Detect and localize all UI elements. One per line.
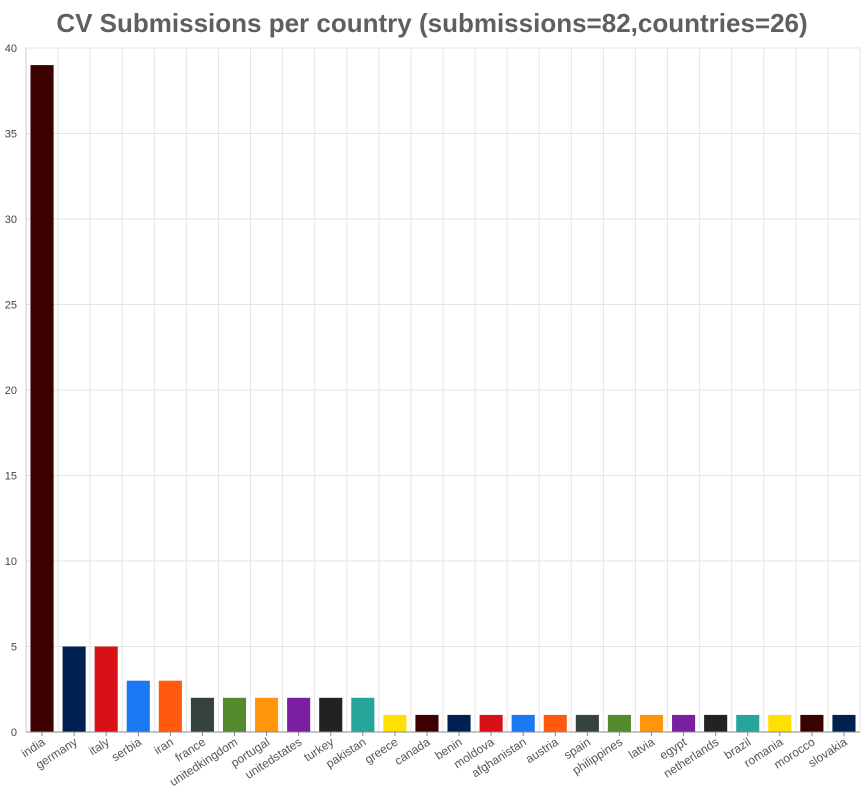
bar-egypt[interactable] (672, 714, 696, 732)
bar-pakistan[interactable] (351, 697, 375, 732)
grid-lines (25, 47, 861, 733)
y-tick-label: 25 (5, 300, 17, 312)
bar-afghanistan[interactable] (511, 714, 535, 732)
bar-turkey[interactable] (319, 697, 343, 732)
bar-philippines[interactable] (607, 714, 631, 732)
y-tick-label: 30 (5, 214, 17, 226)
bar-portugal[interactable] (255, 697, 279, 732)
x-tick-label-austria: austria (523, 735, 561, 767)
bar-canada[interactable] (415, 714, 439, 732)
axes (25, 48, 860, 736)
y-tick-label: 35 (5, 129, 17, 141)
bar-romania[interactable] (768, 714, 792, 732)
y-tick-labels: 0 5 10 15 20 25 30 35 40 (5, 43, 17, 739)
bar-italy[interactable] (94, 646, 118, 733)
y-tick-label: 40 (5, 43, 17, 55)
bar-latvia[interactable] (639, 714, 664, 732)
x-tick-label-italy: italy (86, 735, 112, 758)
bar-austria[interactable] (543, 714, 567, 732)
x-tick-label-latvia: latvia (626, 735, 657, 762)
bar-morocco[interactable] (800, 714, 824, 732)
bar-netherlands[interactable] (704, 714, 728, 732)
bars (30, 65, 856, 733)
bar-slovakia[interactable] (832, 714, 856, 732)
bar-india[interactable] (30, 65, 54, 733)
y-tick-label: 20 (5, 385, 17, 397)
bar-iran[interactable] (158, 680, 182, 732)
y-tick-label: 15 (5, 471, 17, 483)
bar-france[interactable] (190, 697, 214, 732)
bar-benin[interactable] (447, 714, 471, 732)
y-tick-label: 5 (11, 642, 17, 654)
bar-germany[interactable] (62, 646, 86, 733)
bar-serbia[interactable] (126, 680, 150, 732)
bar-greece[interactable] (383, 714, 407, 732)
bar-unitedkingdom[interactable] (222, 697, 247, 732)
bar-unitedstates[interactable] (287, 697, 311, 732)
bar-spain[interactable] (575, 714, 599, 732)
x-tick-label-serbia: serbia (109, 735, 144, 765)
x-tick-label-canada: canada (392, 735, 433, 768)
bar-brazil[interactable] (736, 714, 760, 732)
y-tick-label: 10 (5, 556, 17, 568)
y-tick-label: 0 (11, 727, 17, 739)
bar-moldova[interactable] (479, 714, 503, 732)
chart-title: CV Submissions per country (submissions=… (56, 8, 808, 38)
